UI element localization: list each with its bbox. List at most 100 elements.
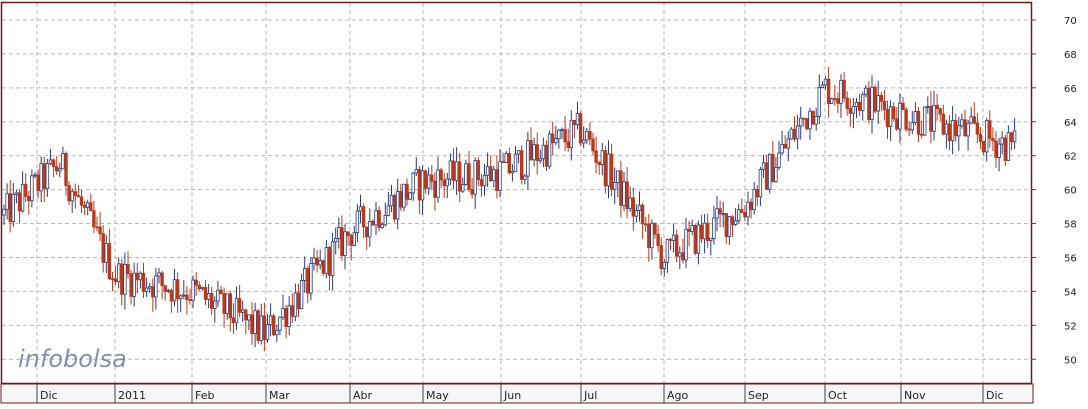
candle-body: [957, 125, 961, 137]
candle-body: [991, 137, 995, 142]
candle-body: [954, 120, 958, 137]
candle-body: [79, 196, 84, 206]
candle-body: [575, 113, 580, 126]
candle-body: [690, 225, 694, 232]
candle-body: [92, 210, 96, 228]
candle-body: [154, 275, 158, 298]
candle-body: [58, 168, 62, 172]
candle-body: [228, 293, 232, 319]
candle-body: [761, 162, 766, 170]
candle-body: [678, 252, 682, 257]
candle-body: [61, 153, 65, 170]
candle-body: [70, 191, 74, 202]
candle-body: [566, 141, 570, 148]
candle-body: [560, 129, 564, 131]
y-tick-label: 64: [1064, 118, 1077, 129]
candle-body: [358, 206, 363, 212]
candle-body: [55, 166, 59, 172]
candle-body: [324, 247, 329, 274]
candle-body: [923, 106, 927, 136]
candle-body: [185, 294, 189, 301]
candle-body: [687, 228, 691, 232]
candle-body: [585, 130, 589, 141]
candle-body: [399, 191, 403, 208]
candle-body: [755, 188, 759, 198]
y-tick-label: 56: [1064, 253, 1077, 264]
candle-body: [789, 128, 794, 140]
candle-body: [842, 79, 846, 99]
candle-body: [988, 120, 992, 139]
candle-body: [265, 324, 270, 340]
candle-body: [706, 222, 710, 241]
candle-body: [969, 116, 973, 124]
candle-body: [625, 181, 629, 210]
candle-body: [129, 273, 133, 297]
candle-body: [383, 215, 387, 226]
candle-body: [882, 100, 887, 110]
candle-body: [8, 193, 12, 223]
candle-body: [439, 169, 443, 181]
candle-body: [89, 202, 93, 212]
candle-body: [898, 102, 902, 130]
candle-body: [510, 171, 515, 174]
candle-body: [944, 123, 949, 135]
y-tick-label: 52: [1064, 321, 1077, 332]
candle-body: [830, 98, 834, 104]
candle-body: [895, 118, 899, 130]
candle-body: [253, 310, 257, 335]
candle-body: [206, 293, 211, 300]
candle-body: [876, 95, 880, 112]
candle-body: [457, 161, 462, 192]
candle-body: [380, 224, 384, 228]
candle-body: [913, 111, 918, 123]
candle-body: [904, 109, 908, 130]
y-tick-label: 58: [1064, 220, 1077, 231]
candle-body: [696, 224, 701, 254]
candle-body: [23, 183, 28, 197]
candle-body: [771, 153, 775, 183]
candle-body: [541, 144, 546, 160]
candle-body: [802, 117, 806, 120]
candle-body: [467, 163, 471, 190]
candle-body: [414, 169, 418, 174]
candle-body: [42, 163, 46, 190]
candle-body: [48, 159, 53, 165]
candle-body: [126, 264, 130, 275]
candle-body: [938, 108, 942, 115]
x-tick-label: Jul: [583, 389, 597, 402]
candle-body: [616, 170, 620, 183]
candle-body: [960, 119, 964, 127]
candle-body: [473, 160, 477, 195]
candle-body: [138, 272, 143, 281]
candle-body: [445, 178, 449, 187]
candle-body: [603, 150, 608, 187]
candle-body: [653, 222, 657, 235]
candle-body: [535, 144, 539, 162]
candle-body: [178, 295, 183, 300]
candle-body: [216, 289, 220, 302]
candle-body: [321, 260, 325, 274]
candle-body: [563, 129, 567, 143]
candle-body: [30, 175, 34, 202]
candle-body: [916, 111, 921, 135]
candle-body: [795, 125, 800, 140]
candle-body: [644, 223, 648, 226]
candle-body: [839, 79, 843, 104]
candle-body: [619, 170, 623, 206]
candle-body: [972, 116, 976, 124]
candle-body: [5, 193, 9, 210]
candle-body: [823, 78, 828, 86]
candle-body: [244, 309, 248, 321]
candle-body: [941, 113, 945, 135]
candle-body: [650, 222, 654, 249]
candle-body: [402, 183, 406, 208]
candle-body: [315, 257, 319, 266]
candle-body: [811, 110, 815, 125]
x-tick-label: Sep: [748, 389, 769, 402]
candle-body: [361, 206, 366, 228]
candle-body: [337, 227, 341, 239]
candle-body: [296, 292, 301, 310]
candle-body: [86, 202, 90, 208]
candle-body: [504, 153, 508, 163]
candle-body: [312, 257, 316, 264]
